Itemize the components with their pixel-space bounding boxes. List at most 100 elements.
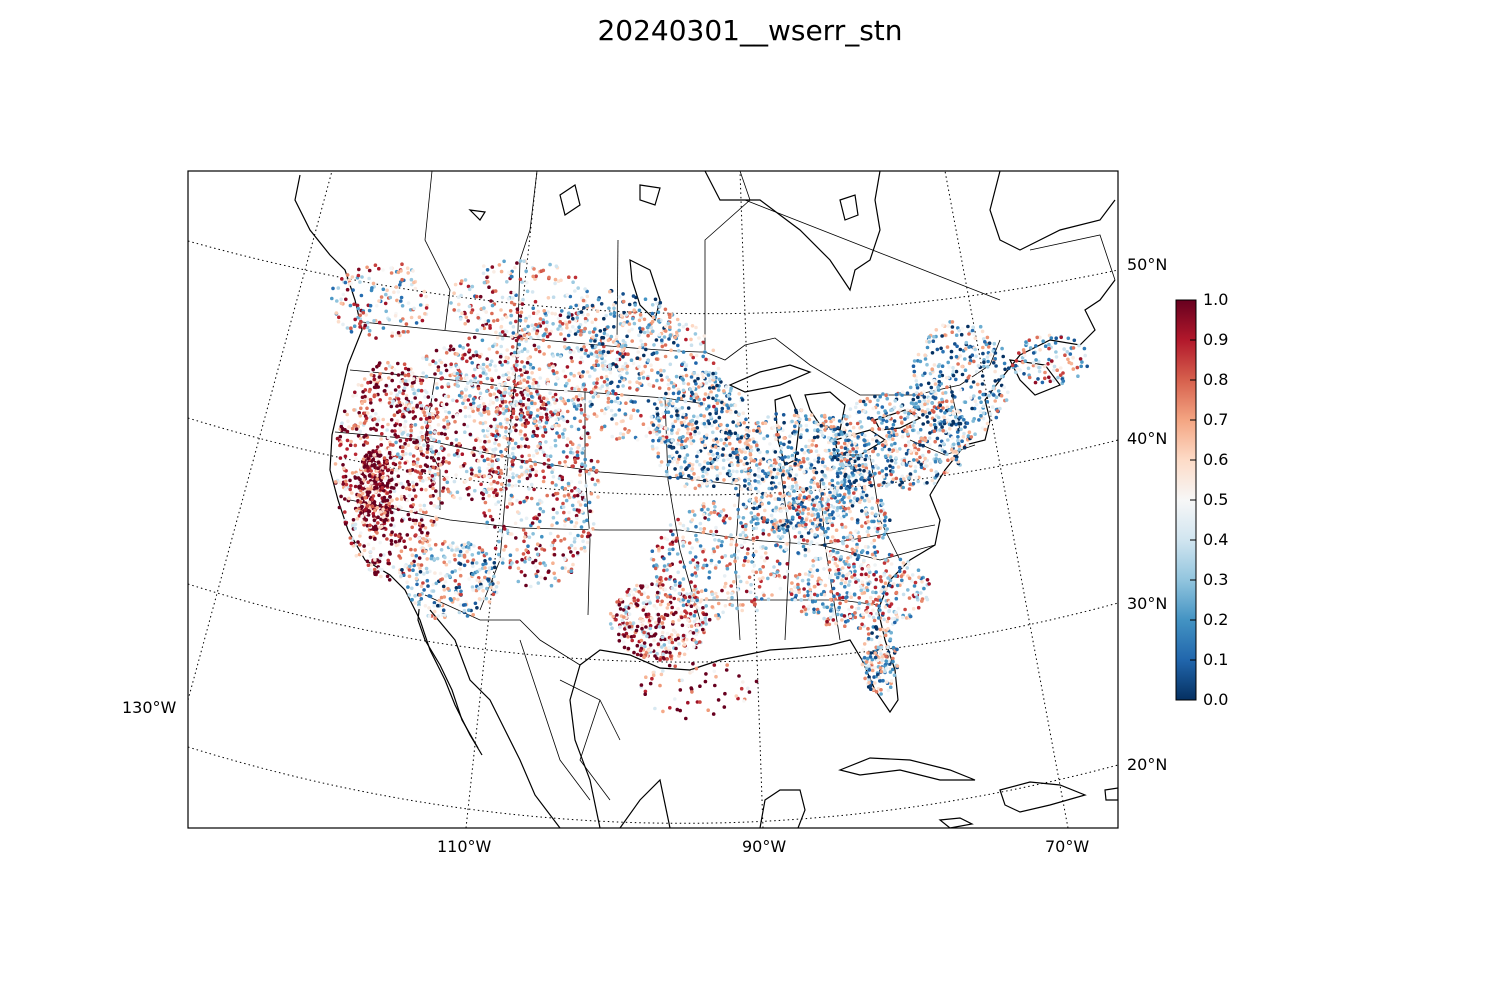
station-point xyxy=(912,420,917,425)
station-point xyxy=(493,488,498,492)
station-point xyxy=(714,613,718,618)
station-point xyxy=(496,465,501,470)
station-point xyxy=(658,463,662,468)
station-point xyxy=(592,381,596,386)
station-point xyxy=(727,397,732,401)
station-point xyxy=(665,631,670,636)
station-point xyxy=(794,457,798,462)
station-point xyxy=(755,608,759,613)
station-point xyxy=(786,455,791,459)
station-point xyxy=(402,422,407,427)
station-point xyxy=(496,500,501,504)
station-point xyxy=(578,469,583,473)
station-point xyxy=(791,501,796,505)
station-point xyxy=(848,509,852,514)
station-point xyxy=(561,435,566,440)
station-point xyxy=(632,650,636,655)
station-point xyxy=(520,459,525,464)
station-point xyxy=(695,459,699,464)
station-point xyxy=(583,387,588,392)
station-point xyxy=(375,531,379,535)
station-point xyxy=(425,447,430,451)
station-point xyxy=(525,360,530,365)
station-point xyxy=(399,494,404,499)
station-point xyxy=(410,525,415,530)
station-point xyxy=(818,507,822,512)
station-point xyxy=(541,450,546,455)
station-point xyxy=(781,465,785,470)
station-point xyxy=(385,428,389,432)
station-point xyxy=(832,447,836,452)
station-point xyxy=(490,459,495,464)
station-point xyxy=(495,336,500,340)
station-point xyxy=(551,515,556,520)
station-point xyxy=(648,626,653,631)
station-point xyxy=(371,494,376,498)
station-point xyxy=(864,466,869,471)
station-point xyxy=(637,590,641,594)
station-point xyxy=(496,457,500,462)
station-point xyxy=(711,385,716,390)
station-point xyxy=(392,477,397,481)
station-point xyxy=(424,477,429,482)
station-point xyxy=(392,413,397,418)
station-point xyxy=(868,399,872,404)
station-point xyxy=(761,545,765,549)
station-point xyxy=(591,466,596,470)
station-point xyxy=(516,566,521,571)
station-point xyxy=(430,412,435,416)
station-point xyxy=(403,441,407,446)
station-point xyxy=(394,483,399,487)
station-point xyxy=(667,459,672,464)
station-point xyxy=(469,402,473,407)
station-point xyxy=(448,348,452,352)
station-point xyxy=(676,633,680,637)
station-point xyxy=(341,463,345,467)
station-point xyxy=(531,381,535,386)
station-point xyxy=(696,376,700,381)
station-point xyxy=(487,462,491,467)
station-point xyxy=(495,407,500,411)
station-point xyxy=(403,366,408,371)
station-point xyxy=(877,441,881,445)
station-point xyxy=(802,450,807,455)
station-point xyxy=(922,395,927,399)
station-point xyxy=(507,483,511,487)
station-point xyxy=(415,378,420,382)
station-point xyxy=(783,455,787,459)
station-point xyxy=(792,489,796,493)
station-point xyxy=(933,459,938,464)
station-point xyxy=(761,421,765,426)
station-point xyxy=(355,472,359,477)
station-point xyxy=(521,528,526,532)
station-point xyxy=(777,462,782,467)
station-point xyxy=(383,389,387,393)
station-point xyxy=(398,390,402,394)
station-point xyxy=(391,565,396,569)
station-point xyxy=(782,485,787,489)
station-point xyxy=(464,479,468,484)
station-point xyxy=(447,461,451,465)
station-point xyxy=(461,401,465,406)
station-point xyxy=(586,531,591,536)
station-point xyxy=(366,563,371,567)
station-point xyxy=(475,353,479,358)
station-point xyxy=(721,466,726,470)
station-point xyxy=(693,595,698,600)
station-point xyxy=(517,475,522,479)
station-point xyxy=(458,465,463,469)
station-point xyxy=(844,486,849,491)
station-point xyxy=(515,402,519,407)
station-point xyxy=(459,293,463,298)
station-point xyxy=(458,317,463,321)
station-point xyxy=(534,547,538,551)
station-point xyxy=(414,518,418,523)
station-point xyxy=(889,443,894,447)
station-point xyxy=(391,399,396,404)
station-point xyxy=(767,486,771,491)
station-point xyxy=(562,418,566,422)
station-point xyxy=(846,438,851,443)
station-point xyxy=(424,488,428,492)
station-point xyxy=(515,307,520,312)
station-point xyxy=(470,497,474,502)
